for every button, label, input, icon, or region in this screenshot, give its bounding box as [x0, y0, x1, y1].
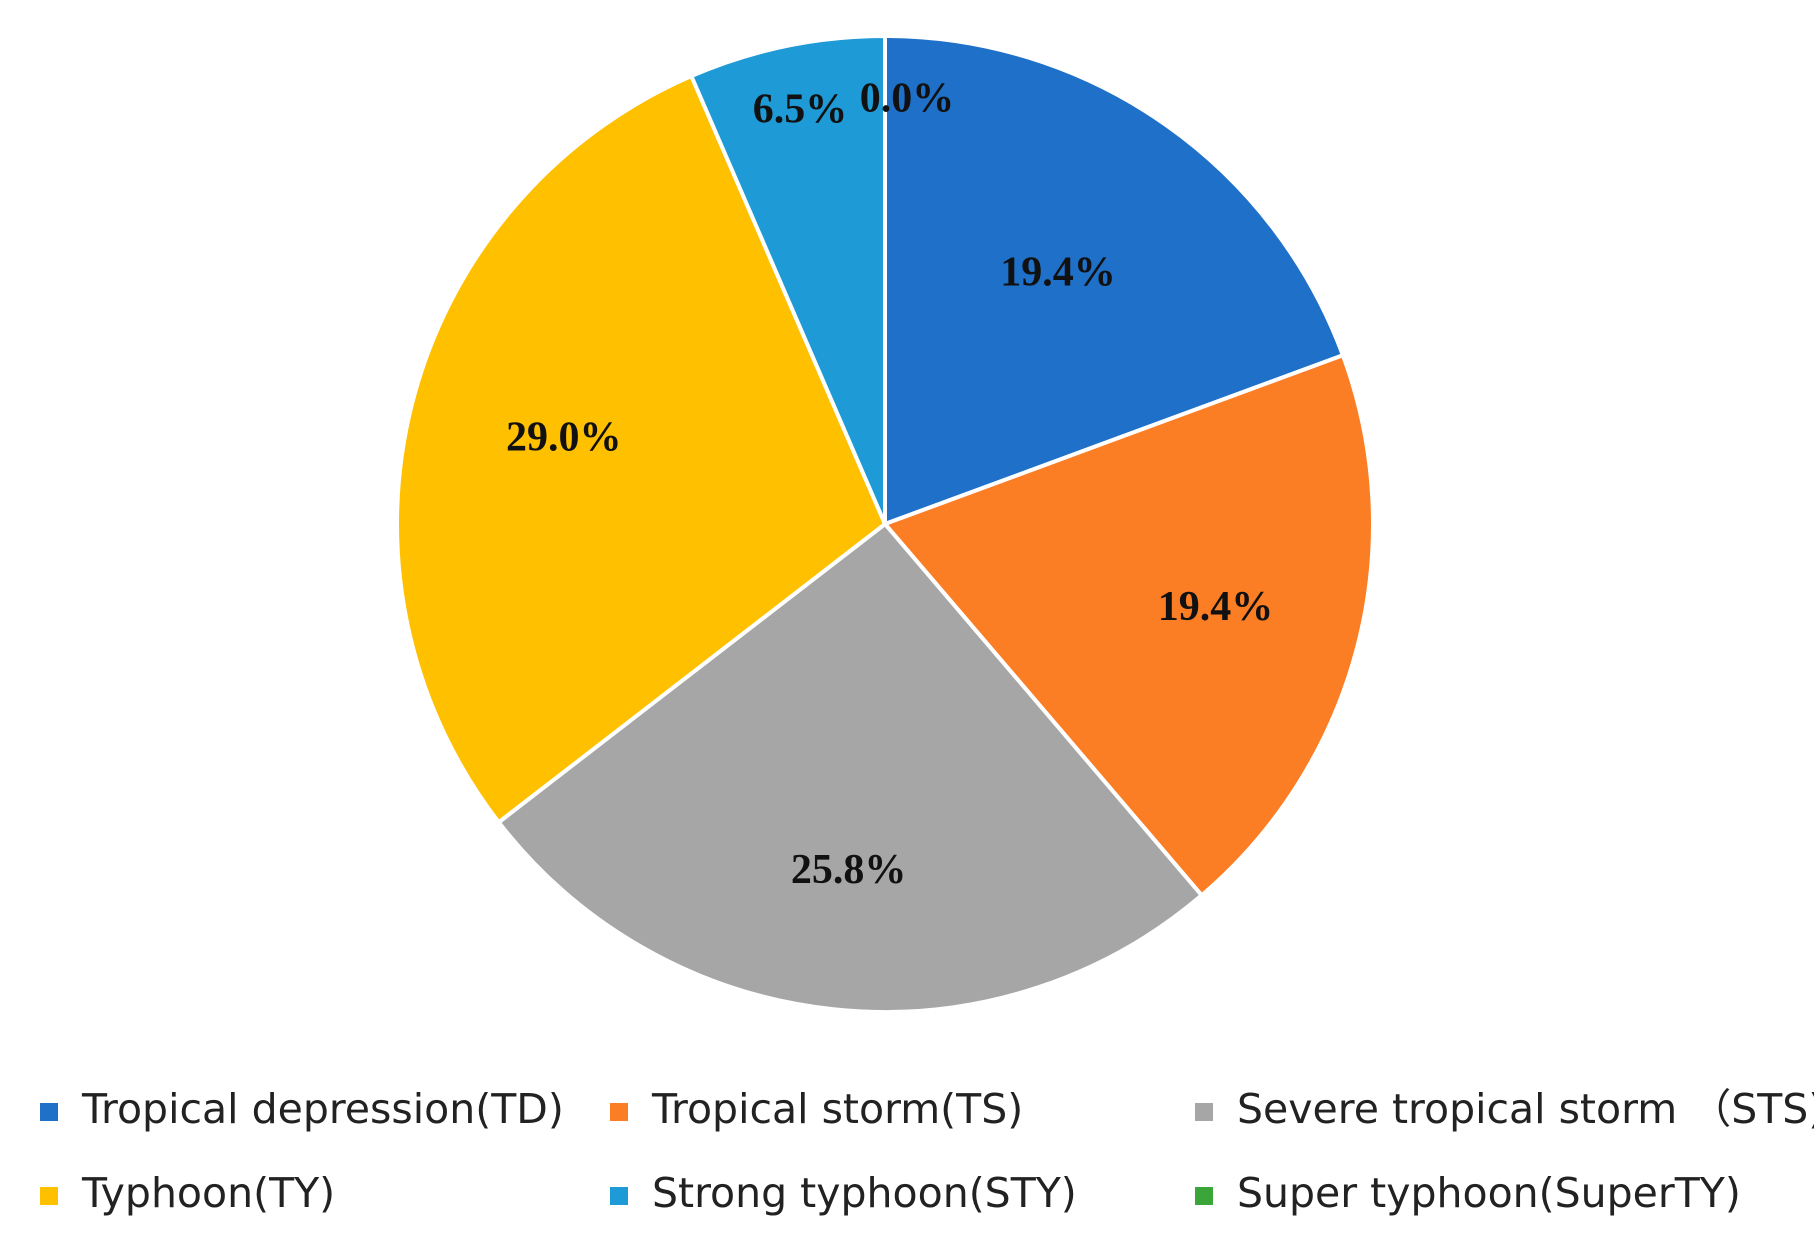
- legend-swatch-typhoon-ty: [40, 1187, 58, 1205]
- legend: Tropical depression(TD) Tropical storm(TS…: [40, 1085, 1814, 1217]
- legend-label-tropical-depression-td: Tropical depression(TD): [81, 1085, 564, 1133]
- slice-tropical-depression-td: [883, 34, 1345, 526]
- legend-swatch-super-typhoon-superty: [1195, 1187, 1213, 1205]
- data-label-super-typhoon-superty: 0.0%: [860, 76, 955, 122]
- legend-label-tropical-storm-ts: Tropical storm(TS): [651, 1085, 1023, 1133]
- legend-item-super-typhoon-superty: Super typhoon(SuperTY): [1195, 1169, 1741, 1217]
- data-label-typhoon-ty: 29.0%: [506, 415, 622, 461]
- legend-label-severe-tropical-storm-sts: Severe tropical storm （STS): [1237, 1085, 1814, 1133]
- legend-swatch-severe-tropical-storm-sts: [1195, 1103, 1213, 1121]
- data-labels: 19.4% 19.4% 25.8% 29.0% 6.5% 0.0%: [506, 76, 1273, 893]
- data-label-tropical-depression-td: 19.4%: [1000, 249, 1116, 295]
- legend-label-super-typhoon-superty: Super typhoon(SuperTY): [1237, 1169, 1741, 1217]
- legend-item-severe-tropical-storm-sts: Severe tropical storm （STS): [1195, 1085, 1814, 1133]
- slice-typhoon-ty: [395, 74, 887, 825]
- legend-item-tropical-depression-td: Tropical depression(TD): [40, 1085, 564, 1133]
- legend-item-typhoon-ty: Typhoon(TY): [40, 1169, 335, 1217]
- slice-strong-typhoon-sty: [689, 34, 887, 526]
- data-label-severe-tropical-storm-sts: 25.8%: [791, 847, 907, 893]
- legend-label-strong-typhoon-sty: Strong typhoon(STY): [652, 1169, 1077, 1217]
- pie-slices: [395, 34, 1375, 1014]
- slice-severe-tropical-storm-sts: [496, 522, 1204, 1014]
- data-label-strong-typhoon-sty: 6.5%: [753, 87, 848, 133]
- legend-item-strong-typhoon-sty: Strong typhoon(STY): [610, 1169, 1077, 1217]
- legend-swatch-tropical-depression-td: [40, 1103, 58, 1121]
- legend-swatch-strong-typhoon-sty: [610, 1187, 628, 1205]
- slice-tropical-storm-ts: [883, 353, 1375, 898]
- data-label-tropical-storm-ts: 19.4%: [1158, 584, 1274, 630]
- legend-swatch-tropical-storm-ts: [610, 1103, 628, 1121]
- legend-item-tropical-storm-ts: Tropical storm(TS): [610, 1085, 1023, 1133]
- legend-label-typhoon-ty: Typhoon(TY): [81, 1169, 335, 1217]
